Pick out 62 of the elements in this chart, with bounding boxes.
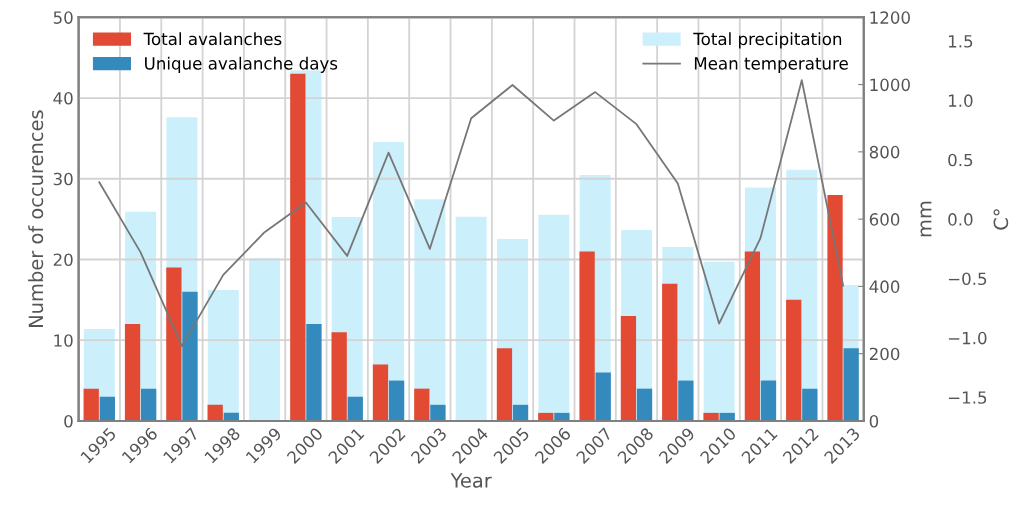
bar [703, 412, 719, 421]
bar [166, 267, 182, 421]
bar [388, 380, 405, 421]
bar [554, 412, 570, 421]
bar [595, 372, 611, 421]
bar [843, 348, 859, 421]
bar [347, 396, 363, 421]
y2-tick-label: 0 [869, 414, 879, 428]
y-axis-title: Number of occurences [28, 110, 44, 327]
bar [538, 214, 570, 421]
legend-label: Total precipitation [693, 32, 842, 49]
bar [579, 251, 595, 421]
y-tick-label: 50 [53, 11, 73, 24]
bar [141, 388, 157, 421]
bar [760, 380, 777, 421]
y3-axis-title: C° [993, 209, 1009, 230]
bar [372, 364, 389, 421]
y-tick-label: 30 [53, 172, 73, 186]
bar [182, 291, 198, 421]
legend-label: Unique avalanche days [145, 56, 338, 73]
bar [124, 324, 141, 421]
bar [636, 388, 653, 421]
y2-tick-label: 400 [869, 280, 900, 293]
y2-axis-title: mm [920, 201, 932, 237]
y-tick-label: 40 [53, 92, 73, 105]
y3-tick-label: 0.0 [948, 213, 973, 226]
bar [744, 251, 761, 421]
y2-tick-label: 1200 [870, 11, 910, 24]
y2-tick-label: 1000 [870, 78, 910, 92]
bar [703, 261, 735, 421]
bar [430, 404, 446, 421]
bar [99, 396, 115, 421]
bar [249, 258, 281, 421]
y3-tick-label: −0.5 [948, 272, 987, 286]
bar [786, 299, 802, 421]
y-tick-label: 0 [64, 414, 73, 428]
bar [678, 380, 694, 421]
y-tick-label: 20 [53, 253, 73, 267]
bar [414, 388, 430, 421]
bar [306, 324, 322, 421]
y3-tick-label: −1.0 [948, 331, 987, 345]
bar [207, 290, 239, 421]
x-axis-title: Year [450, 473, 492, 488]
y3-tick-label: 1.0 [948, 94, 973, 107]
bar [331, 332, 347, 421]
bar [83, 388, 99, 421]
bar [620, 316, 637, 421]
bar [496, 348, 513, 421]
bar [512, 404, 529, 421]
y3-tick-label: −1.5 [948, 391, 987, 404]
legend-label: Total avalanches [143, 32, 282, 46]
y2-tick-label: 800 [869, 145, 900, 159]
bar [455, 216, 487, 421]
y2-tick-label: 200 [869, 347, 900, 361]
y2-tick-label: 600 [869, 213, 900, 226]
y3-tick-label: 0.5 [948, 153, 973, 167]
y-tick-label: 10 [54, 334, 73, 347]
y3-tick-label: 1.5 [948, 35, 973, 48]
line-series [98, 79, 845, 348]
legend-label: Mean temperature [694, 57, 848, 73]
bar [207, 404, 223, 421]
bar [802, 388, 818, 421]
